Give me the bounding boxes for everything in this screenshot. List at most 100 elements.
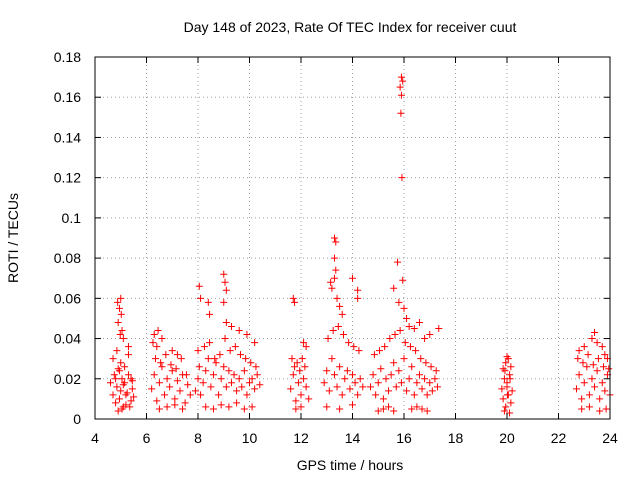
data-point — [238, 383, 246, 391]
data-point — [251, 339, 259, 347]
grid-lines — [95, 57, 610, 419]
data-point — [171, 401, 179, 409]
data-point — [382, 375, 390, 383]
data-point — [578, 405, 586, 413]
data-point — [247, 359, 255, 367]
data-point — [220, 298, 228, 306]
data-point — [338, 310, 346, 318]
y-tick-label: 0.06 — [54, 290, 81, 306]
data-point — [240, 367, 248, 375]
data-point — [385, 387, 393, 395]
data-point — [369, 371, 377, 379]
data-point — [397, 73, 405, 81]
data-point — [503, 383, 511, 391]
data-point — [421, 375, 429, 383]
data-point — [200, 343, 208, 351]
data-point — [217, 375, 225, 383]
data-point — [398, 174, 406, 182]
data-point — [397, 379, 405, 387]
data-point — [221, 278, 229, 286]
data-point — [433, 383, 441, 391]
data-point — [415, 371, 423, 379]
data-point — [109, 355, 117, 363]
data-point — [401, 339, 409, 347]
data-point — [153, 397, 161, 405]
data-point — [186, 391, 194, 399]
data-point — [593, 367, 601, 375]
data-point — [154, 327, 162, 335]
data-point — [302, 343, 310, 351]
data-point — [379, 405, 387, 413]
data-point — [508, 387, 516, 395]
data-point — [354, 391, 362, 399]
data-point — [161, 391, 169, 399]
data-point — [403, 314, 411, 322]
data-point — [345, 339, 353, 347]
data-point — [403, 387, 411, 395]
data-point — [328, 355, 336, 363]
data-point — [301, 363, 309, 371]
data-point — [235, 327, 243, 335]
data-point — [297, 391, 305, 399]
data-point — [177, 355, 185, 363]
data-point — [233, 387, 241, 395]
data-point — [252, 363, 260, 371]
data-point — [400, 355, 408, 363]
data-point — [391, 331, 399, 339]
data-point — [115, 304, 123, 312]
data-point — [330, 254, 338, 262]
data-point — [166, 383, 174, 391]
data-point — [591, 329, 599, 337]
data-point — [395, 367, 403, 375]
x-tick-labels: 4 6 8 10 12 14 16 18 20 22 24 — [91, 430, 618, 446]
data-point — [504, 391, 512, 399]
data-point — [233, 399, 241, 407]
data-point — [376, 347, 384, 355]
data-point — [585, 391, 593, 399]
data-point — [367, 383, 375, 391]
data-point — [215, 391, 223, 399]
data-point — [124, 343, 132, 351]
data-point — [231, 343, 239, 351]
data-point — [202, 367, 210, 375]
data-point — [596, 395, 604, 403]
data-point — [297, 403, 305, 411]
data-point — [222, 318, 230, 326]
data-point — [598, 343, 606, 351]
data-point — [423, 407, 431, 415]
data-point — [356, 375, 364, 383]
data-point — [172, 365, 180, 373]
data-point — [410, 325, 418, 332]
y-tick-label: 0.16 — [54, 89, 81, 105]
data-point — [220, 363, 228, 371]
x-tick-label: 20 — [499, 430, 515, 446]
data-point — [339, 331, 347, 339]
data-point — [155, 405, 163, 413]
data-point — [168, 347, 176, 355]
data-point — [333, 383, 341, 391]
data-point — [128, 385, 136, 393]
data-point — [291, 363, 299, 371]
data-point — [206, 310, 214, 318]
data-point — [594, 355, 602, 363]
data-point — [336, 302, 344, 310]
data-point — [395, 298, 403, 306]
data-point — [351, 379, 359, 387]
data-point — [359, 383, 367, 391]
y-tick-label: 0.12 — [54, 170, 81, 186]
data-point — [158, 363, 166, 371]
data-point — [507, 399, 515, 407]
data-point — [329, 327, 337, 335]
data-point — [408, 405, 416, 413]
data-point — [220, 270, 228, 278]
data-point — [501, 367, 509, 375]
data-point — [584, 351, 592, 359]
data-point — [206, 339, 214, 347]
y-tick-label: 0.02 — [54, 371, 81, 387]
data-point — [370, 351, 378, 359]
data-point — [300, 339, 308, 347]
y-tick-label: 0.18 — [54, 49, 81, 65]
data-point — [601, 351, 609, 359]
data-point — [422, 359, 430, 367]
data-point — [202, 403, 210, 411]
